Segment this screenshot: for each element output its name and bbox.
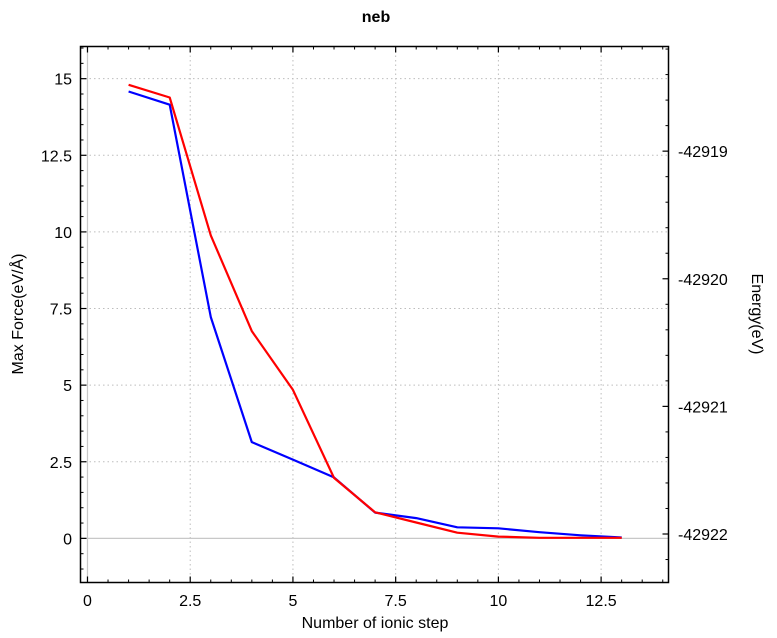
- max-force-line: [128, 90, 622, 539]
- y-tick-label: 5: [63, 378, 72, 395]
- x-tick-label: 2.5: [179, 593, 201, 610]
- y-tick-label: 15: [54, 72, 72, 89]
- y2-tick-label: -42922: [678, 527, 728, 544]
- y2-tick-label: -42921: [678, 399, 728, 416]
- y-tick-label: 12.5: [41, 148, 72, 165]
- y2-tick-label: -42919: [678, 144, 728, 161]
- data-lines: [128, 83, 622, 539]
- y2-tick-label: -42920: [678, 272, 728, 289]
- x-axis-title: Number of ionic step: [302, 615, 449, 632]
- x-tick-label: 12.5: [586, 593, 617, 610]
- x-tick-label: 5: [288, 593, 297, 610]
- chart-title: neb: [362, 9, 391, 26]
- y-tick-label: 7.5: [50, 302, 72, 319]
- energy-line: [128, 83, 622, 539]
- y-tick-label: 0: [63, 531, 72, 548]
- gridlines: [80, 46, 669, 583]
- y2-axis-title: Energy(eV): [748, 274, 765, 355]
- right-ticks: [662, 48, 669, 561]
- x-tick-label: 10: [489, 593, 507, 610]
- top-ticks: [86, 46, 664, 53]
- y-tick-label: 2.5: [50, 455, 72, 472]
- x-tick-label: 7.5: [385, 593, 407, 610]
- x-tick-label: 0: [83, 593, 92, 610]
- plot-frame: [79, 45, 670, 584]
- bottom-ticks: [86, 576, 664, 583]
- left-ticks: [80, 47, 87, 570]
- y-tick-label: 10: [54, 225, 72, 242]
- y-axis-title: Max Force(eV/Å): [8, 254, 27, 375]
